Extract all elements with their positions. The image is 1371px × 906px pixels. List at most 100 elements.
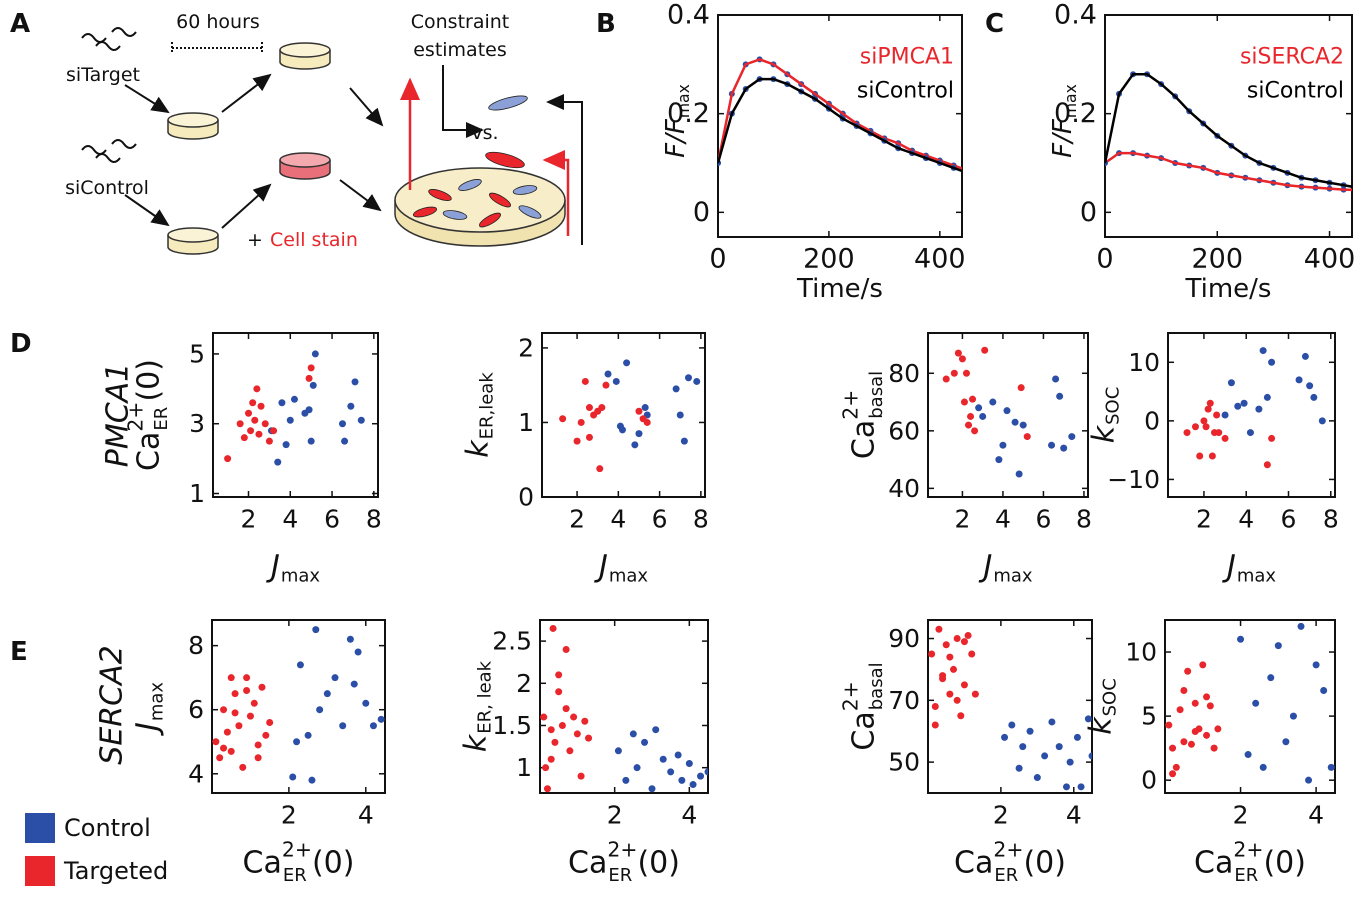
scatter-point	[231, 709, 239, 717]
scatter-point	[942, 375, 950, 383]
plot-frame	[1164, 619, 1336, 794]
label: siTarget	[66, 64, 140, 86]
scatter-point	[243, 674, 251, 682]
scatter-point	[648, 785, 656, 793]
plot-frame	[539, 619, 709, 794]
axis-label: Time/s	[1185, 274, 1272, 304]
scatter-point	[585, 404, 593, 412]
scatter-point	[239, 763, 247, 771]
axis-label-sub: max	[993, 566, 1033, 587]
axis-label-inner: Time/s	[796, 274, 883, 304]
scatter-point	[954, 349, 962, 357]
scatter-point	[286, 416, 294, 424]
axis-label-sub: max	[281, 566, 321, 587]
scatter-point	[629, 730, 637, 738]
x-tick-label: 6	[1035, 505, 1051, 534]
plot-area	[1183, 347, 1326, 469]
axis-label-main: F/F	[1048, 118, 1078, 158]
plot-area	[559, 359, 701, 473]
y-tick-label: 1	[518, 408, 534, 437]
scatter-point	[559, 415, 567, 423]
scatter-point	[231, 690, 239, 698]
axis-label-main: J	[131, 722, 166, 736]
scatter-point	[1206, 399, 1214, 407]
scatter-point	[935, 625, 943, 633]
axis-label-main: Ca	[243, 846, 282, 881]
scatter-point	[308, 776, 316, 784]
scatter-point	[220, 706, 228, 714]
scatter-point	[585, 433, 593, 441]
x-tick-label: 4	[610, 505, 626, 534]
plot-area	[718, 56, 971, 173]
panel-a: A siTarget siControl 60 hours	[10, 9, 583, 255]
y-tick-label: 2.5	[492, 627, 532, 656]
axis-label-inner: Ca2+ER(0)	[124, 359, 173, 471]
scatter-point	[971, 427, 979, 435]
scatter-point	[1203, 693, 1211, 701]
axis-label-inner: Time/s	[1185, 274, 1272, 304]
data-dot	[965, 167, 971, 173]
scatter-point	[1282, 738, 1290, 746]
scatter-point	[704, 768, 708, 776]
axis-label-main: J	[1222, 550, 1236, 585]
scatter-point	[1015, 764, 1023, 772]
scatter-point	[1259, 763, 1267, 771]
legend-label: Control	[64, 814, 151, 842]
x-tick-label: 4	[1238, 505, 1254, 534]
axis-label-main: J	[594, 550, 608, 585]
scatter-point	[1066, 758, 1074, 766]
scatter-point	[1011, 418, 1019, 426]
axis-label-tail: (0)	[1023, 846, 1066, 881]
x-tick-label: 4	[1066, 801, 1082, 830]
axis-label-main: Ca	[568, 846, 607, 881]
scatter-point	[596, 465, 604, 473]
scatter-point	[307, 437, 315, 445]
axis-label-tail: (0)	[637, 846, 680, 881]
y-tick-label: 1	[516, 753, 532, 782]
scatter-point	[1172, 763, 1180, 771]
scatter-point	[261, 420, 269, 428]
axis-label-main: k	[1087, 424, 1122, 443]
plot-area	[224, 350, 365, 466]
scatter-point	[1297, 622, 1305, 630]
y-tick-label: 0	[518, 483, 534, 512]
y-tick-label: 3	[189, 409, 205, 438]
sirna-squiggle	[81, 27, 137, 51]
x-tick-label: 4	[995, 505, 1011, 534]
y-tick-label: 70	[888, 686, 920, 715]
scatter-point	[1191, 423, 1199, 431]
scatter-point	[1312, 661, 1320, 669]
x-tick-label: 2	[1233, 801, 1249, 830]
scatter-point	[946, 653, 954, 661]
scatter-point	[633, 764, 641, 772]
label: +	[247, 229, 263, 251]
y-tick-label: 5	[1141, 702, 1157, 731]
scatter-point	[309, 381, 317, 389]
plot-area	[212, 626, 385, 784]
x-tick-label: 400	[1304, 244, 1356, 275]
scatter-point	[341, 437, 349, 445]
scatter-point	[1227, 379, 1235, 387]
axis-label: Ca2+ER(0)	[124, 359, 173, 471]
scatter-point	[631, 441, 639, 449]
axis-label-sub: max	[1237, 566, 1277, 587]
scatter-point	[354, 648, 362, 656]
scatter-point	[357, 416, 365, 424]
axis-label-sub: max	[147, 682, 168, 722]
scatter-point	[573, 437, 581, 445]
scatter-point	[377, 715, 385, 723]
scatter-point	[1289, 712, 1297, 720]
scatter-point	[946, 690, 954, 698]
scatter-point	[274, 458, 282, 466]
scatter-point	[351, 378, 359, 386]
axis-label-sub: SOC	[1100, 678, 1121, 716]
scatter-point	[957, 712, 965, 720]
